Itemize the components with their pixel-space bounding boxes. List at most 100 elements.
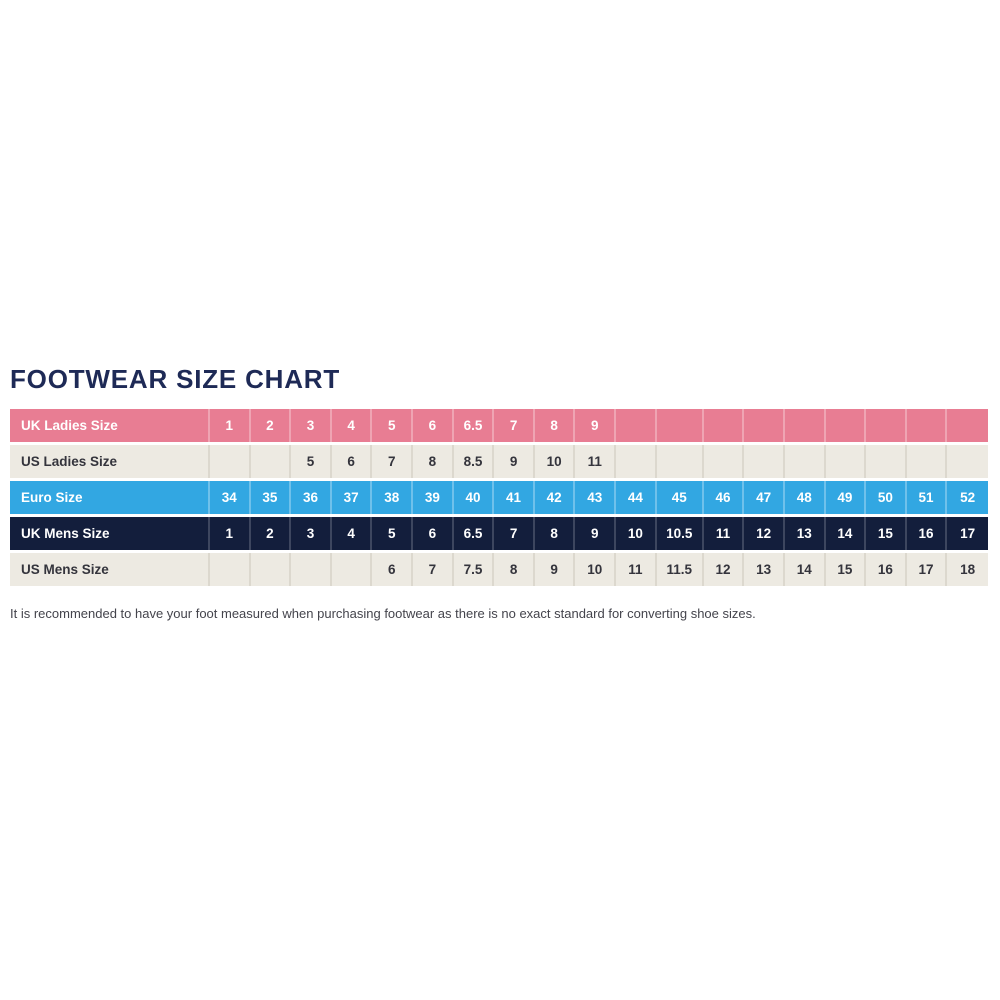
footnote-text: It is recommended to have your foot meas… [10, 606, 756, 621]
size-cell: 7 [413, 553, 454, 586]
size-cell: 12 [703, 553, 745, 586]
row-label: US Ladies Size [10, 445, 210, 478]
size-cell: 5 [291, 445, 332, 478]
size-cell: 14 [784, 553, 826, 586]
size-cell: 8 [534, 409, 576, 442]
size-cell: 7 [494, 517, 535, 550]
size-cell: 8 [494, 553, 535, 586]
size-cell: 6 [331, 445, 373, 478]
size-cell: 7 [494, 409, 535, 442]
size-cell [744, 409, 785, 442]
size-cell: 2 [250, 517, 292, 550]
size-cell: 6 [413, 517, 454, 550]
size-cell [250, 553, 292, 586]
size-cell [947, 445, 988, 478]
size-cell: 51 [906, 481, 948, 514]
size-cell [250, 445, 292, 478]
size-cell: 40 [453, 481, 495, 514]
size-cell: 49 [825, 481, 867, 514]
size-cell: 6.5 [453, 409, 495, 442]
size-cell [331, 553, 373, 586]
table-row: US Mens Size 6 7 7.5 8 9 10 11 11.5 12 13 14 15 16 17 1… [10, 553, 988, 586]
size-cell: 3 [291, 409, 332, 442]
row-label: UK Ladies Size [10, 409, 210, 442]
size-cell: 8 [413, 445, 454, 478]
size-cell: 14 [825, 517, 867, 550]
size-cell [210, 445, 251, 478]
size-cell [825, 445, 867, 478]
size-cell: 9 [534, 553, 576, 586]
size-cell: 8.5 [453, 445, 495, 478]
row-label: UK Mens Size [10, 517, 210, 550]
size-cell [906, 445, 948, 478]
size-cell: 45 [656, 481, 704, 514]
size-cell [291, 553, 332, 586]
size-cell: 2 [250, 409, 292, 442]
table-row: US Ladies Size 5 6 7 8 8.5 9 10 11 [10, 445, 988, 478]
size-cell: 9 [494, 445, 535, 478]
size-cell: 34 [210, 481, 251, 514]
size-cell: 39 [413, 481, 454, 514]
table-row: Euro Size 34 35 36 37 38 39 40 41 42 43 44 45 46 47 48 4… [10, 481, 988, 514]
size-cell [784, 445, 826, 478]
size-cell [656, 445, 704, 478]
size-cell: 44 [616, 481, 657, 514]
size-cell: 11 [703, 517, 745, 550]
size-cell: 50 [866, 481, 907, 514]
size-cell: 10.5 [656, 517, 704, 550]
size-chart-section: FOOTWEAR SIZE CHART UK Ladies Size 1 2 3 4 5 6… [10, 366, 988, 635]
size-cell: 35 [250, 481, 292, 514]
size-cell: 10 [616, 517, 657, 550]
size-cell [825, 409, 867, 442]
size-cell: 37 [331, 481, 373, 514]
size-cell: 1 [210, 517, 251, 550]
size-cell: 15 [866, 517, 907, 550]
size-cell: 12 [744, 517, 785, 550]
size-cell: 43 [575, 481, 617, 514]
size-cell: 13 [744, 553, 785, 586]
size-cell [703, 445, 745, 478]
size-cell [784, 409, 826, 442]
size-cell: 46 [703, 481, 745, 514]
size-cell [616, 445, 657, 478]
size-cell: 15 [825, 553, 867, 586]
size-cell: 42 [534, 481, 576, 514]
size-table-body: UK Ladies Size 1 2 3 4 5 6 6.5 7 8 9 US Ladies Size… [10, 409, 988, 586]
size-cell: 16 [866, 553, 907, 586]
size-cell: 9 [575, 517, 617, 550]
size-cell: 1 [210, 409, 251, 442]
size-cell: 47 [744, 481, 785, 514]
size-cell [703, 409, 745, 442]
size-cell: 8 [534, 517, 576, 550]
size-chart-table: UK Ladies Size 1 2 3 4 5 6 6.5 7 8 9 US Ladies Size… [10, 406, 988, 589]
size-cell: 5 [372, 409, 414, 442]
size-cell: 41 [494, 481, 535, 514]
size-cell: 4 [331, 517, 373, 550]
row-label: Euro Size [10, 481, 210, 514]
size-cell: 13 [784, 517, 826, 550]
size-cell: 5 [372, 517, 414, 550]
row-label: US Mens Size [10, 553, 210, 586]
size-cell: 17 [947, 517, 988, 550]
size-cell: 11 [616, 553, 657, 586]
size-cell: 4 [331, 409, 373, 442]
size-cell [656, 409, 704, 442]
size-cell [744, 445, 785, 478]
size-cell: 7 [372, 445, 414, 478]
size-cell [210, 553, 251, 586]
size-cell: 9 [575, 409, 617, 442]
table-row: UK Mens Size 1 2 3 4 5 6 6.5 7 8 9 10 10.5 11 12 13 14 15… [10, 517, 988, 550]
size-cell: 11 [575, 445, 617, 478]
size-cell: 48 [784, 481, 826, 514]
size-cell: 6.5 [453, 517, 495, 550]
size-cell [947, 409, 988, 442]
size-cell: 38 [372, 481, 414, 514]
size-cell: 7.5 [453, 553, 495, 586]
size-cell [616, 409, 657, 442]
page-title: FOOTWEAR SIZE CHART [10, 364, 341, 394]
size-cell: 18 [947, 553, 988, 586]
size-cell: 17 [906, 553, 948, 586]
size-cell [866, 445, 907, 478]
size-cell: 6 [372, 553, 414, 586]
size-cell: 6 [413, 409, 454, 442]
